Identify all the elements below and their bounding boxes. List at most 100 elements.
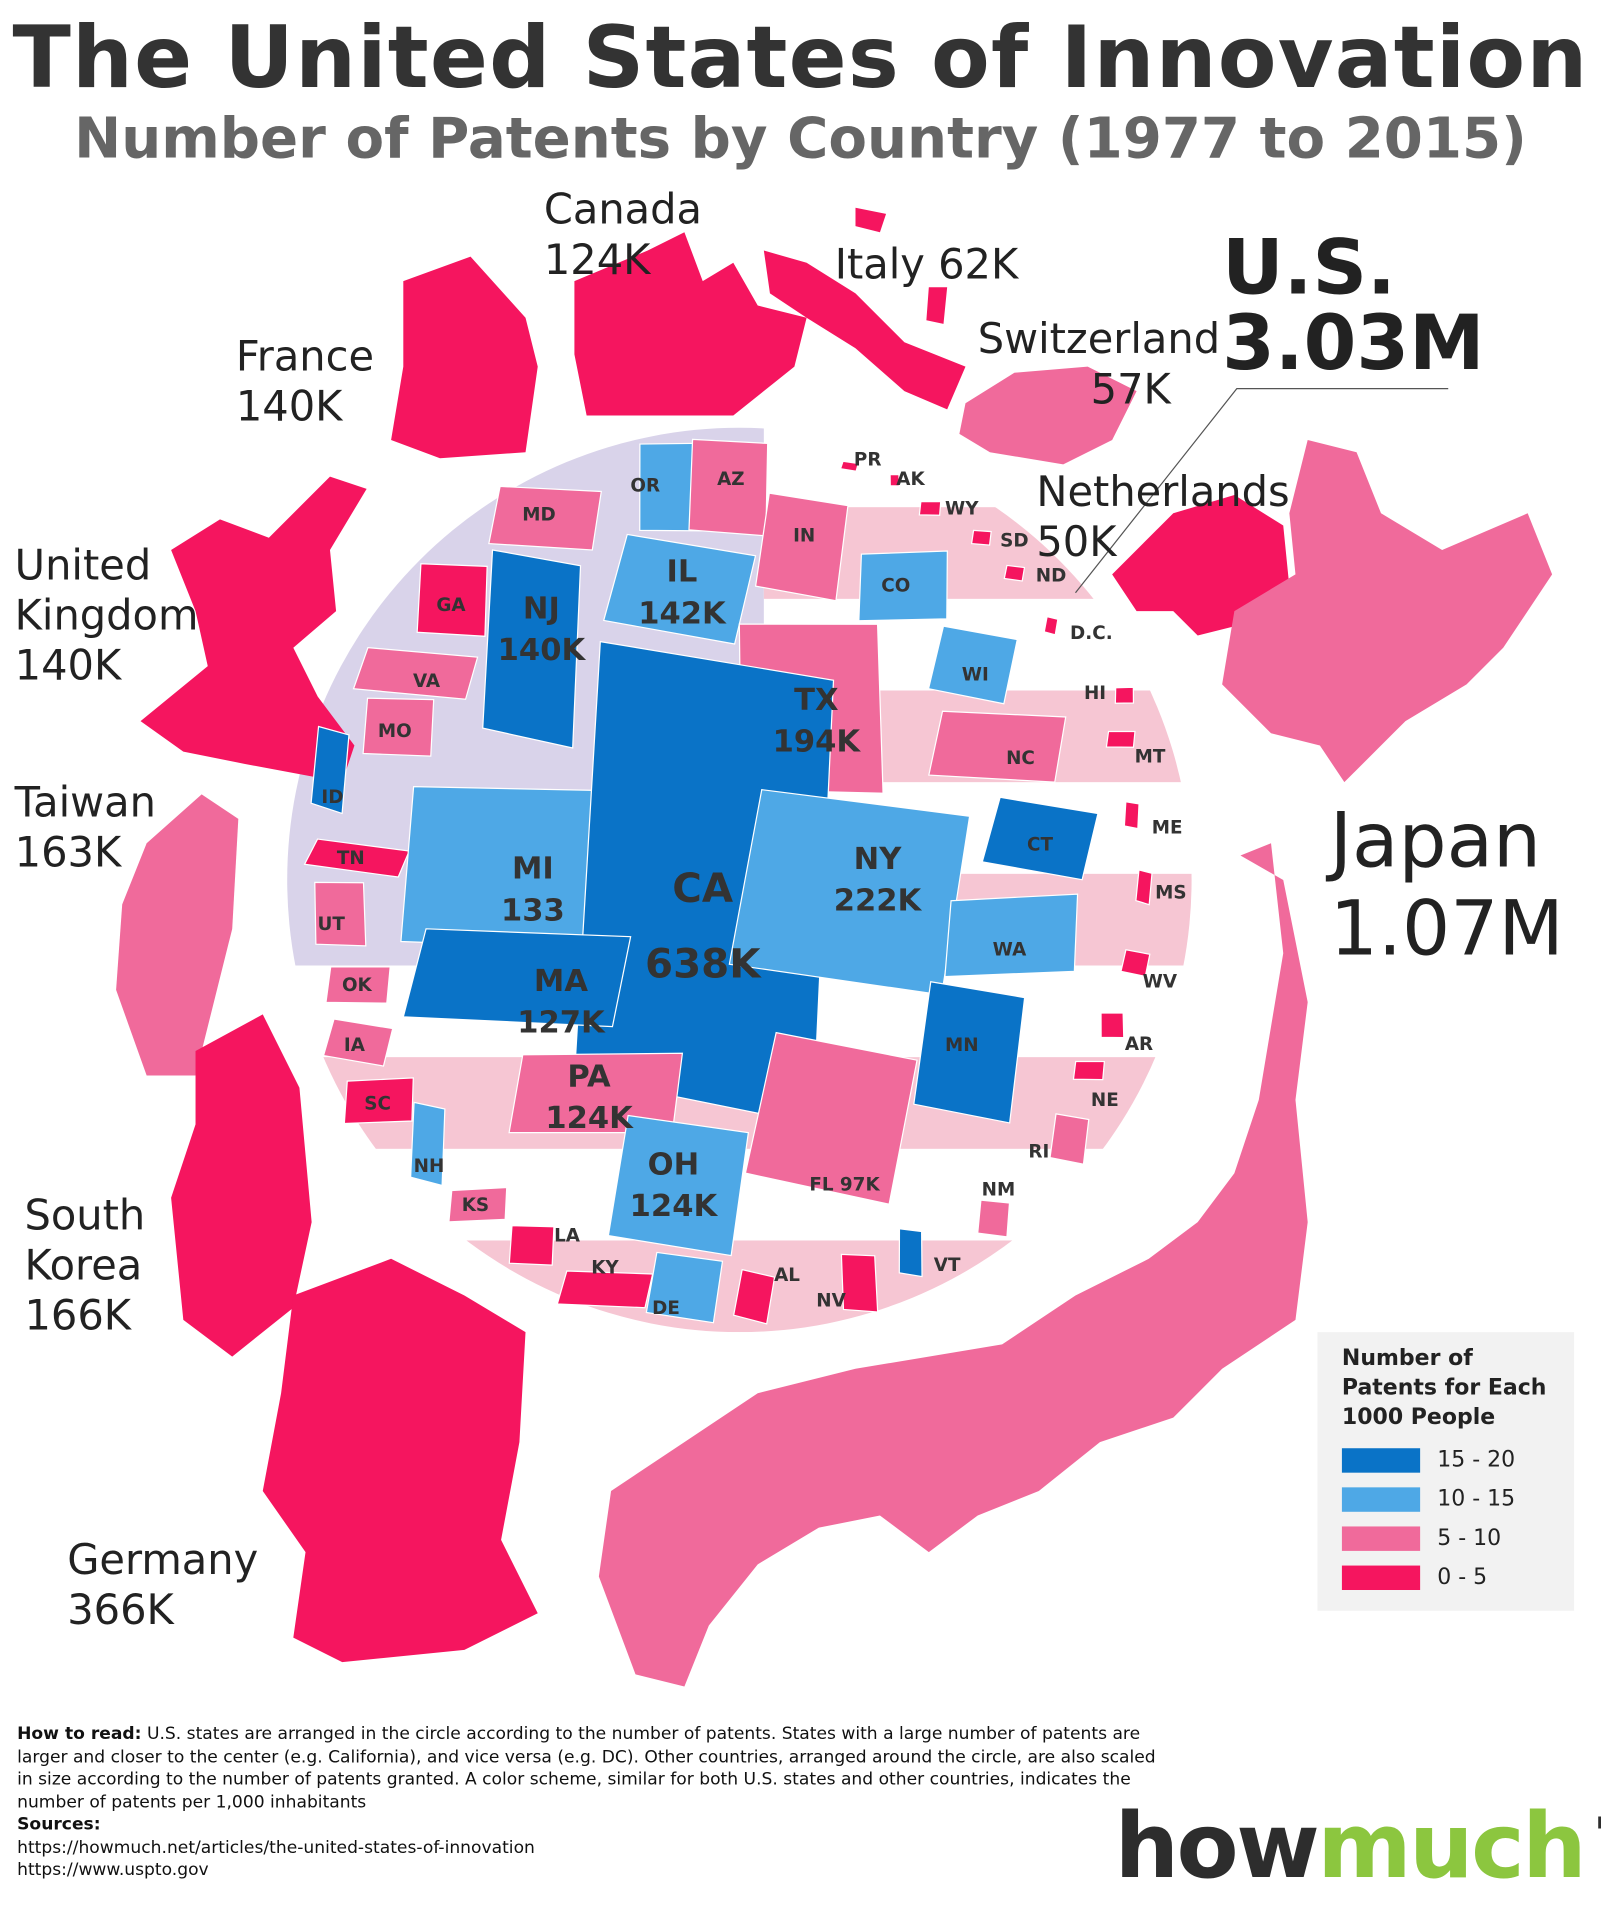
- state-shape: [410, 1101, 446, 1187]
- state-label: OR: [572, 474, 719, 496]
- state-label: DE: [593, 1297, 740, 1319]
- state-shape: [448, 1186, 508, 1223]
- state-abbr: PR: [853, 448, 882, 471]
- pointer-line: [1075, 388, 1449, 594]
- state-abbr: HI: [1083, 681, 1107, 704]
- state-label: MS: [1097, 881, 1244, 903]
- state-abbr: LA: [554, 1224, 581, 1247]
- state-value: 638K: [645, 939, 761, 988]
- state-abbr: MT: [1134, 745, 1166, 768]
- state-abbr: OK: [341, 974, 372, 997]
- state-abbr: GA: [436, 593, 466, 616]
- state-abbr: WV: [1142, 970, 1178, 993]
- state-abbr: TX: [794, 681, 839, 718]
- legend-item: 0 - 5: [1341, 1564, 1488, 1591]
- state-label: VT: [874, 1254, 1021, 1276]
- state-shape: [607, 1114, 750, 1257]
- state-label: PA 124K: [516, 1056, 663, 1139]
- country-value: 124K: [543, 235, 651, 285]
- state-label: KY: [532, 1256, 679, 1278]
- state-abbr: ND: [1035, 564, 1067, 587]
- source: https://howmuch.net/articles/the-united-…: [17, 1837, 535, 1858]
- state-shape: [754, 492, 849, 602]
- country-name: Taiwan: [14, 778, 156, 828]
- state-label: NV: [758, 1289, 905, 1311]
- subtitle: Number of Patents by Country (1977 to 20…: [74, 105, 1527, 172]
- country-name: United Kingdom: [14, 541, 199, 641]
- state-abbr: CT: [1027, 833, 1054, 856]
- us-total: U.S. 3.03M: [1222, 229, 1485, 388]
- state-shape: [977, 1199, 1011, 1238]
- state-shape: [303, 838, 411, 878]
- state-shape: [1135, 869, 1153, 906]
- state-label: HI: [1022, 682, 1169, 704]
- legend-item: 5 - 10: [1341, 1525, 1502, 1551]
- country-label: Canada 124K: [544, 186, 702, 286]
- country-name: Netherlands: [1036, 468, 1290, 517]
- state-shape: [732, 1268, 776, 1325]
- state-label: OK: [284, 974, 431, 996]
- country-value: 57K: [1090, 365, 1171, 415]
- state-shape: [898, 1228, 923, 1278]
- country-name: Canada: [543, 185, 702, 235]
- state-shape: [362, 697, 435, 757]
- country-shape: [959, 366, 1137, 465]
- country-value: 1.07M: [1329, 883, 1564, 973]
- state-abbr: NV: [816, 1289, 846, 1312]
- state-label: WI: [902, 664, 1049, 686]
- state-abbr: DE: [652, 1296, 680, 1319]
- how-to-read-label: How to read:: [17, 1724, 142, 1744]
- state-label: NH: [356, 1155, 503, 1177]
- state-abbr: KY: [591, 1256, 619, 1279]
- state-shape: [416, 563, 488, 637]
- state-shape: [927, 625, 1018, 705]
- state-label: AR: [1066, 1033, 1213, 1055]
- country-shape: [116, 794, 239, 1076]
- legend-label: 5 - 10: [1437, 1525, 1502, 1551]
- country-name: Germany: [67, 1536, 259, 1586]
- state-label: IN: [731, 524, 878, 546]
- state-label: WA: [936, 939, 1083, 961]
- state-label: NY 222K: [804, 838, 951, 921]
- state-shape: [314, 881, 367, 947]
- country-label: Italy 62K: [835, 241, 1018, 291]
- legend-title: Number of Patents for Each 1000 People: [1341, 1345, 1547, 1430]
- state-shape: [402, 928, 632, 1028]
- state-shape: [482, 549, 582, 749]
- state-label: MO: [321, 720, 468, 742]
- legend-label: 0 - 5: [1437, 1564, 1488, 1591]
- state-label: IA: [281, 1034, 428, 1056]
- state-value: 140K: [497, 631, 586, 668]
- state-shape: [1114, 686, 1135, 704]
- country-shape: [598, 439, 1553, 1687]
- country-name: Switzerland: [977, 315, 1221, 365]
- footer: How to read: U.S. states are arranged in…: [17, 1723, 1166, 1881]
- country-name: Italy: [834, 240, 925, 290]
- logo-suffix: net: [1596, 1809, 1601, 1835]
- state-label: TN: [277, 847, 424, 869]
- state-label: UT: [258, 913, 405, 935]
- state-abbr: MI: [511, 850, 554, 887]
- legend-label: 15 - 20: [1437, 1447, 1516, 1473]
- us-value: 3.03M: [1222, 298, 1485, 388]
- country-name: France: [235, 332, 375, 382]
- state-abbr: KS: [461, 1194, 490, 1217]
- state-abbr: IN: [793, 524, 816, 547]
- country-shape: [1112, 494, 1290, 636]
- state-abbr: WI: [961, 663, 989, 686]
- state-shape: [744, 1031, 918, 1205]
- how-to-read: U.S. states are arranged in the circle a…: [17, 1724, 1156, 1812]
- state-label: VA: [353, 670, 500, 692]
- state-abbr: ID: [321, 785, 344, 808]
- state-label: ME: [1094, 816, 1241, 838]
- state-value: 142K: [638, 595, 726, 631]
- country-name: Japan: [1329, 795, 1542, 885]
- state-shape: [928, 710, 1067, 783]
- state-label: SD: [941, 529, 1088, 551]
- state-label: WY: [888, 497, 1035, 519]
- state-label: OH 124K: [600, 1144, 747, 1227]
- state-abbr: AL: [774, 1263, 800, 1286]
- country-name: South Korea: [24, 1191, 146, 1291]
- state-shape: [1072, 1060, 1106, 1081]
